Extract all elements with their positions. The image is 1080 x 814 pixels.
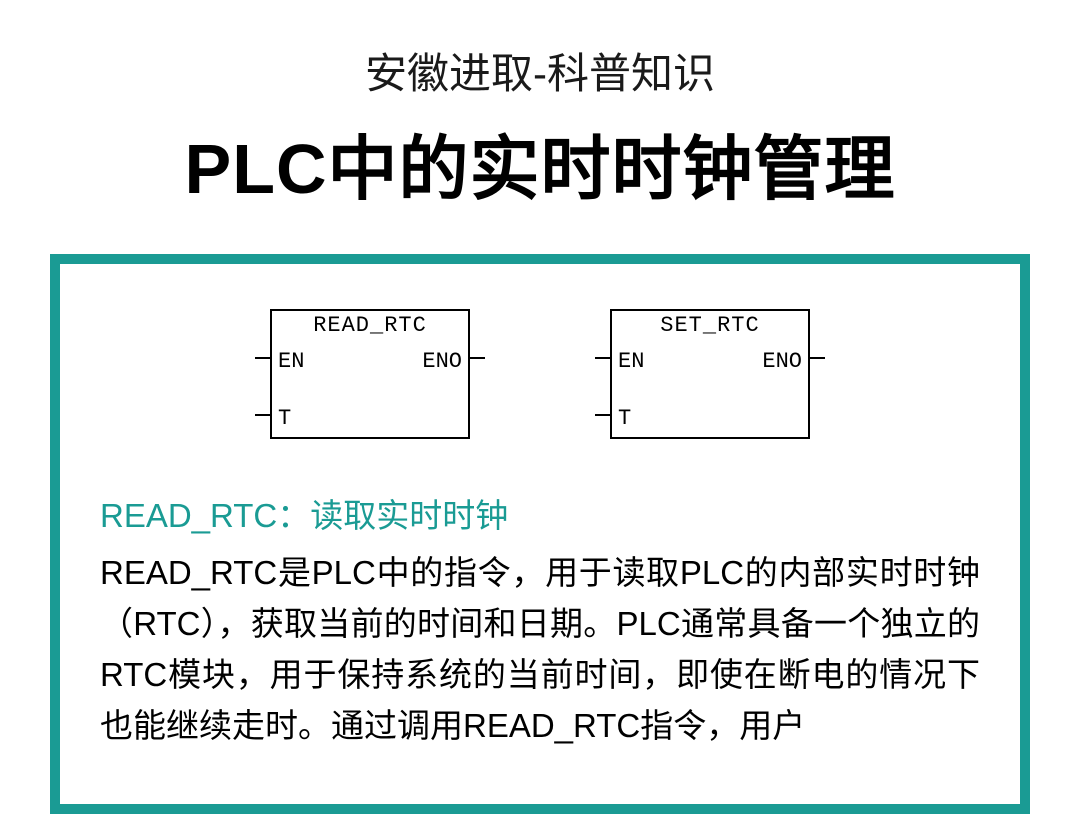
block-title: READ_RTC [272,313,468,338]
page-subtitle: 安徽进取-科普知识 [50,40,1030,101]
block-box: SET_RTC EN ENO T [610,309,810,439]
port-en: EN [278,349,304,374]
block-title: SET_RTC [612,313,808,338]
pin-eno-right [470,357,485,359]
pin-en-left [595,357,610,359]
page-title: PLC中的实时时钟管理 [50,113,1030,214]
port-t: T [278,406,291,431]
block-diagram-read-rtc: READ_RTC EN ENO T [255,309,485,439]
body-text: READ_RTC是PLC中的指令，用于读取PLC的内部实时时钟（RTC），获取当… [100,547,980,752]
section-heading: READ_RTC：读取实时时钟 [100,489,980,537]
block-box: READ_RTC EN ENO T [270,309,470,439]
diagrams-row: READ_RTC EN ENO T SET_RTC EN ENO T [100,309,980,439]
pin-en-left [255,357,270,359]
port-en: EN [618,349,644,374]
page-container: 安徽进取-科普知识 PLC中的实时时钟管理 READ_RTC EN ENO T [0,0,1080,814]
pin-t-left [255,414,270,416]
port-eno: ENO [422,349,462,374]
pin-t-left [595,414,610,416]
port-t: T [618,406,631,431]
block-diagram-set-rtc: SET_RTC EN ENO T [595,309,825,439]
pin-eno-right [810,357,825,359]
content-frame: READ_RTC EN ENO T SET_RTC EN ENO T READ_… [50,254,1030,814]
port-eno: ENO [762,349,802,374]
